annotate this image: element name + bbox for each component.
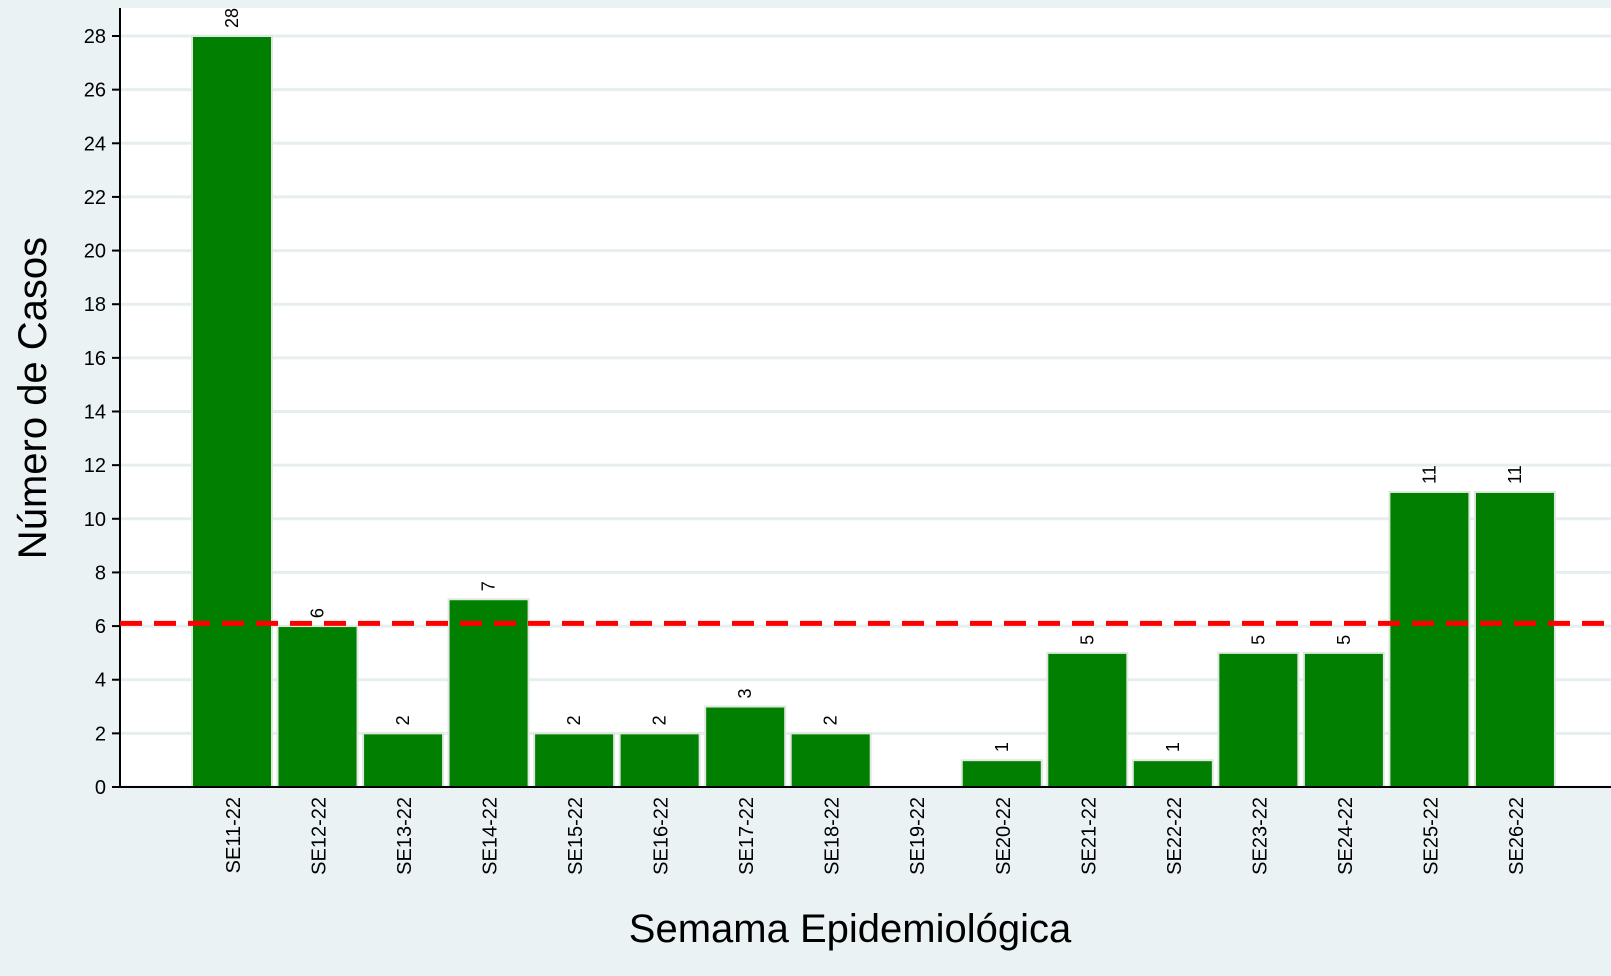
bar [191, 35, 273, 788]
x-tick-label: SE16-22 [651, 797, 673, 875]
value-label: 6 [308, 608, 328, 618]
x-tick-label: SE24-22 [1335, 797, 1357, 875]
value-label: 5 [1334, 635, 1354, 645]
value-label: 2 [564, 715, 584, 725]
bar [276, 625, 359, 788]
value-label: 2 [821, 715, 841, 725]
x-tick-label: SE26-22 [1506, 797, 1528, 875]
value-label: 11 [1419, 465, 1439, 484]
value-label: 7 [479, 581, 499, 591]
bar [362, 732, 445, 788]
y-tick-label: 18 [84, 294, 106, 316]
x-tick-label: SE18-22 [822, 797, 844, 875]
x-tick-label: SE21-22 [1078, 797, 1100, 875]
y-tick-label: 14 [84, 402, 106, 424]
bar [1217, 651, 1300, 789]
bar [704, 705, 787, 788]
bar [618, 732, 701, 788]
x-tick-label: SE12-22 [309, 797, 331, 875]
y-tick-label: 22 [84, 187, 106, 209]
x-tick-label: SE23-22 [1249, 797, 1271, 875]
value-label: 11 [1505, 465, 1525, 484]
bar [960, 759, 1043, 789]
value-label: 5 [1248, 635, 1268, 645]
x-tick-label: SE22-22 [1164, 797, 1186, 875]
y-tick-label: 2 [95, 723, 106, 745]
bar [1388, 490, 1471, 788]
y-tick-label: 20 [84, 241, 106, 263]
value-label: 3 [735, 689, 755, 699]
value-label: 1 [1163, 742, 1183, 752]
x-tick-label: SE25-22 [1420, 797, 1442, 875]
value-label: 1 [992, 742, 1012, 752]
bar [1302, 651, 1385, 789]
x-tick-label: SE14-22 [480, 797, 502, 875]
x-tick-label: SE19-22 [907, 797, 929, 875]
x-tick-label: SE13-22 [394, 797, 416, 875]
x-tick-label: SE15-22 [565, 797, 587, 875]
bar [789, 732, 872, 788]
x-tick-label: SE20-22 [993, 797, 1015, 875]
x-tick-label: SE11-22 [223, 797, 245, 873]
y-tick-label: 26 [84, 80, 106, 102]
bar [533, 732, 616, 788]
value-label: 2 [650, 715, 670, 725]
y-axis-title: Número de Casos [11, 237, 55, 559]
bar [447, 598, 530, 788]
y-tick-label: 4 [95, 670, 106, 692]
y-tick-label: 0 [95, 777, 106, 799]
bar [1473, 490, 1556, 788]
y-tick-label: 6 [95, 616, 106, 638]
y-tick-label: 16 [84, 348, 106, 370]
bar [1046, 651, 1129, 789]
value-label: 5 [1077, 635, 1097, 645]
y-tick-label: 10 [84, 509, 106, 531]
value-label: 28 [222, 8, 242, 28]
value-label: 2 [393, 715, 413, 725]
y-tick-label: 12 [84, 455, 106, 477]
bar [1131, 759, 1214, 789]
x-tick-label: SE17-22 [736, 797, 758, 875]
x-axis-title: Semama Epidemiológica [629, 907, 1072, 951]
y-tick-label: 28 [84, 26, 106, 48]
y-tick-label: 8 [95, 562, 106, 584]
y-tick-label: 24 [84, 133, 106, 155]
